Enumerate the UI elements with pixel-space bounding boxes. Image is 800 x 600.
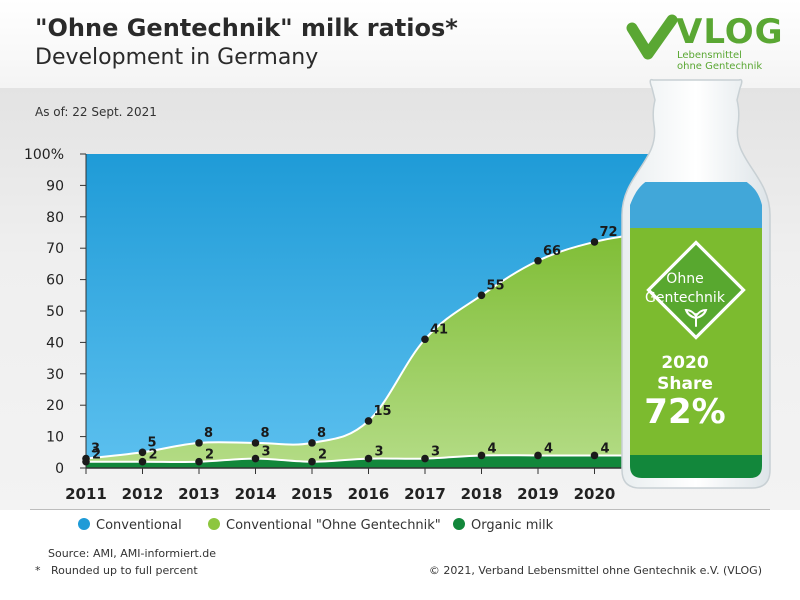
- y-tick-label: 80: [46, 210, 64, 226]
- y-tick-label: 100%: [24, 147, 64, 163]
- y-tick-label: 20: [46, 398, 64, 414]
- footnote-marker: *: [35, 564, 41, 577]
- data-point-organic: [138, 457, 147, 466]
- legend-swatch-organic: [453, 518, 465, 530]
- legend-swatch-ohne-gentechnik: [208, 518, 220, 530]
- share-label: Share: [657, 374, 713, 394]
- ohne-gentechnik-badge: [646, 240, 746, 340]
- x-tick-label: 2013: [178, 485, 220, 503]
- data-label-ohne-gentechnik: 8: [317, 426, 326, 441]
- copyright: © 2021, Verband Lebensmittel ohne Gentec…: [428, 564, 762, 577]
- series-line-ohne-gentechnik: [85, 231, 651, 460]
- vlog-logo-name: VLOG: [676, 12, 784, 52]
- y-tick-label: 10: [46, 430, 64, 446]
- data-point-organic: [477, 451, 486, 460]
- badge-text-line2: Gentechnik: [645, 290, 725, 306]
- data-label-ohne-gentechnik: 3: [91, 442, 100, 457]
- source-note: Source: AMI, AMI-informiert.de: [48, 547, 217, 560]
- data-label-organic: 2: [205, 448, 214, 463]
- data-point-ohne-gentechnik: [421, 335, 429, 344]
- x-tick-label: 2017: [404, 485, 446, 503]
- bottle-conventional-fill: [630, 182, 762, 232]
- data-point-ohne-gentechnik: [534, 256, 542, 265]
- legend-item-conventional: Conventional: [78, 518, 182, 533]
- data-label-organic: 4: [601, 441, 610, 456]
- x-tick-label: 2020: [574, 485, 616, 503]
- chart-subtitle: Development in Germany: [35, 45, 319, 70]
- data-point-organic: [82, 457, 90, 466]
- chart-title: "Ohne Gentechnik" milk ratios*: [35, 14, 458, 42]
- data-label-ohne-gentechnik: 8: [204, 426, 213, 441]
- legend-label: Organic milk: [471, 518, 554, 533]
- x-tick-label: 2012: [122, 485, 164, 503]
- legend-swatch-conventional: [78, 518, 90, 530]
- data-label-organic: 3: [431, 445, 440, 460]
- share-value: 72%: [644, 392, 726, 432]
- data-label-organic: 3: [375, 445, 384, 460]
- data-label-organic: 2: [318, 448, 327, 463]
- data-point-organic: [590, 451, 599, 460]
- data-point-organic: [195, 457, 203, 466]
- footnote: * Rounded up to full percent: [35, 564, 198, 577]
- y-tick-label: 30: [46, 367, 64, 383]
- data-label-organic: 4: [488, 441, 497, 456]
- data-label-ohne-gentechnik: 5: [148, 435, 157, 450]
- vlog-logo-line2: ohne Gentechnik: [677, 61, 763, 72]
- bottle-organic-fill: [630, 455, 762, 478]
- y-tick-label: 0: [55, 461, 64, 477]
- footnote-text: Rounded up to full percent: [51, 564, 198, 577]
- data-label-organic: 2: [149, 448, 158, 463]
- data-point-ohne-gentechnik: [195, 439, 203, 447]
- vlog-logo-line1: Lebensmittel: [677, 50, 742, 61]
- data-label-organic: 3: [262, 445, 271, 460]
- share-year: 2020: [661, 353, 709, 373]
- data-point-ohne-gentechnik: [590, 238, 599, 246]
- y-tick-label: 50: [46, 304, 64, 320]
- data-label-ohne-gentechnik: 8: [261, 426, 270, 441]
- x-tick-label: 2018: [461, 485, 503, 503]
- data-point-ohne-gentechnik: [138, 448, 147, 457]
- y-tick-label: 70: [46, 241, 64, 257]
- data-label-ohne-gentechnik: 55: [487, 278, 505, 293]
- data-point-organic: [421, 454, 429, 463]
- y-tick-label: 40: [46, 335, 64, 351]
- data-label-ohne-gentechnik: 41: [430, 322, 448, 337]
- legend-item-organic: Organic milk: [453, 518, 553, 533]
- data-label-ohne-gentechnik: 66: [543, 244, 561, 259]
- data-label-ohne-gentechnik: 72: [600, 225, 618, 240]
- legend-label: Conventional: [96, 518, 182, 533]
- badge-inner-border: [649, 243, 743, 337]
- series-area-ohne-gentechnik: [86, 232, 650, 468]
- data-point-ohne-gentechnik: [364, 417, 373, 425]
- data-point-organic: [364, 454, 373, 463]
- vlog-check-icon: [626, 14, 678, 60]
- y-tick-label: 60: [46, 273, 64, 289]
- data-point-organic: [534, 451, 542, 460]
- y-tick-label: 90: [46, 178, 64, 194]
- as-of-date: As of: 22 Sept. 2021: [35, 105, 157, 119]
- x-tick-label: 2016: [348, 485, 390, 503]
- data-label-organic: 2: [92, 448, 101, 463]
- x-tick-label: 2014: [235, 485, 277, 503]
- divider: [30, 509, 770, 510]
- data-point-ohne-gentechnik: [477, 291, 486, 300]
- data-point-ohne-gentechnik: [251, 439, 260, 447]
- header: [0, 0, 800, 88]
- leaf-icon: [684, 308, 708, 327]
- data-point-organic: [251, 454, 260, 463]
- badge-text-line1: Ohne: [666, 271, 704, 287]
- data-label-organic: 4: [544, 441, 553, 456]
- legend-item-ohne-gentechnik: Conventional "Ohne Gentechnik": [208, 518, 441, 533]
- x-tick-label: 2019: [517, 485, 559, 503]
- x-tick-label: 2015: [291, 485, 333, 503]
- x-tick-label: 2011: [65, 485, 107, 503]
- data-point-ohne-gentechnik: [308, 439, 316, 447]
- data-point-organic: [308, 457, 316, 466]
- data-label-ohne-gentechnik: 15: [374, 404, 392, 419]
- legend-label: Conventional "Ohne Gentechnik": [226, 518, 441, 533]
